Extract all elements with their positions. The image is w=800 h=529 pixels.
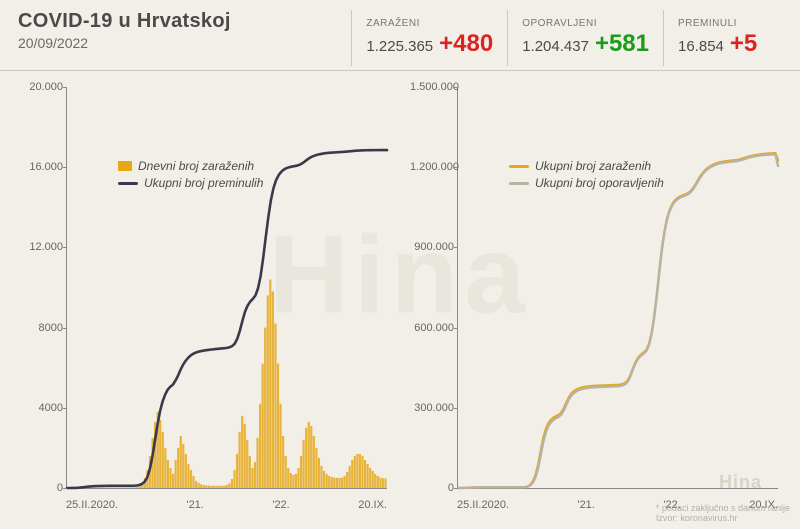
legend-text: Dnevni broj zaraženih (138, 159, 254, 173)
y-tick-label: 8000 (19, 322, 63, 334)
y-tick-label: 1.200.000 (410, 161, 454, 173)
y-tick-label: 900.000 (410, 241, 454, 253)
y-tick-label: 0 (19, 482, 63, 494)
footer-source: Izvor: koronavirus.hr (656, 513, 738, 523)
stat-label: ZARAŽENI (366, 18, 493, 29)
legend-swatch (509, 165, 529, 168)
plot-area-right: 0300.000600.000900.0001.200.0001.500.000 (457, 87, 778, 489)
legend-text: Ukupni broj preminulih (144, 176, 263, 190)
legend-text: Ukupni broj zaraženih (535, 159, 651, 173)
stat-delta: +5 (730, 30, 757, 58)
stat-total: 1.204.437 (522, 38, 589, 55)
x-tick-label: '21. (577, 499, 594, 511)
x-labels-left: 25.II.2020. '21. '22. 20.IX. (66, 499, 387, 511)
stat-recovered: OPORAVLJENI 1.204.437 +581 (507, 10, 663, 66)
header: COVID-19 u Hrvatskoj 20/09/2022 ZARAŽENI… (0, 0, 800, 71)
stat-total: 16.854 (678, 38, 724, 55)
legend-swatch (509, 182, 529, 185)
x-tick-label: '22. (272, 499, 289, 511)
legend-swatch (118, 182, 138, 185)
stat-label: PREMINULI (678, 18, 768, 29)
y-tick-label: 1.500.000 (410, 81, 454, 93)
legend-left: Dnevni broj zaraženih Ukupni broj preminu… (118, 159, 263, 193)
chart-cumulative: 0300.000600.000900.0001.200.0001.500.000… (409, 77, 782, 517)
y-tick-label: 300.000 (410, 402, 454, 414)
chart-daily-deaths: 04000800012.00016.00020.000 Dnevni broj … (18, 77, 391, 517)
stat-deaths: PREMINULI 16.854 +5 (663, 10, 782, 66)
stat-label: OPORAVLJENI (522, 18, 649, 29)
chart-svg-right (458, 87, 778, 488)
stat-delta: +581 (595, 30, 649, 58)
y-tick-label: 16.000 (19, 161, 63, 173)
y-tick-label: 4000 (19, 402, 63, 414)
legend-swatch (118, 161, 132, 171)
x-tick-label: '21. (186, 499, 203, 511)
y-tick-label: 12.000 (19, 241, 63, 253)
stat-infected: ZARAŽENI 1.225.365 +480 (351, 10, 507, 66)
page-title: COVID-19 u Hrvatskoj (18, 10, 351, 33)
plot-area-left: 04000800012.00016.00020.000 (66, 87, 387, 489)
footer-note: * podaci zaključno s danom ranije Izvor:… (656, 503, 790, 523)
page-date: 20/09/2022 (18, 35, 351, 51)
y-tick-label: 0 (410, 482, 454, 494)
chart-svg-left (67, 87, 387, 488)
legend-text: Ukupni broj oporavljenih (535, 176, 664, 190)
y-tick-label: 20.000 (19, 81, 63, 93)
legend-right: Ukupni broj zaraženih Ukupni broj oporavl… (509, 159, 664, 193)
x-tick-label: 25.II.2020. (66, 499, 118, 511)
footer-note-text: * podaci zaključno s danom ranije (656, 503, 790, 513)
charts-row: 04000800012.00016.00020.000 Dnevni broj … (0, 71, 800, 527)
x-tick-label: 20.IX. (358, 499, 387, 511)
stat-total: 1.225.365 (366, 38, 433, 55)
x-tick-label: 25.II.2020. (457, 499, 509, 511)
y-tick-label: 600.000 (410, 322, 454, 334)
stat-delta: +480 (439, 30, 493, 58)
title-block: COVID-19 u Hrvatskoj 20/09/2022 (18, 10, 351, 66)
